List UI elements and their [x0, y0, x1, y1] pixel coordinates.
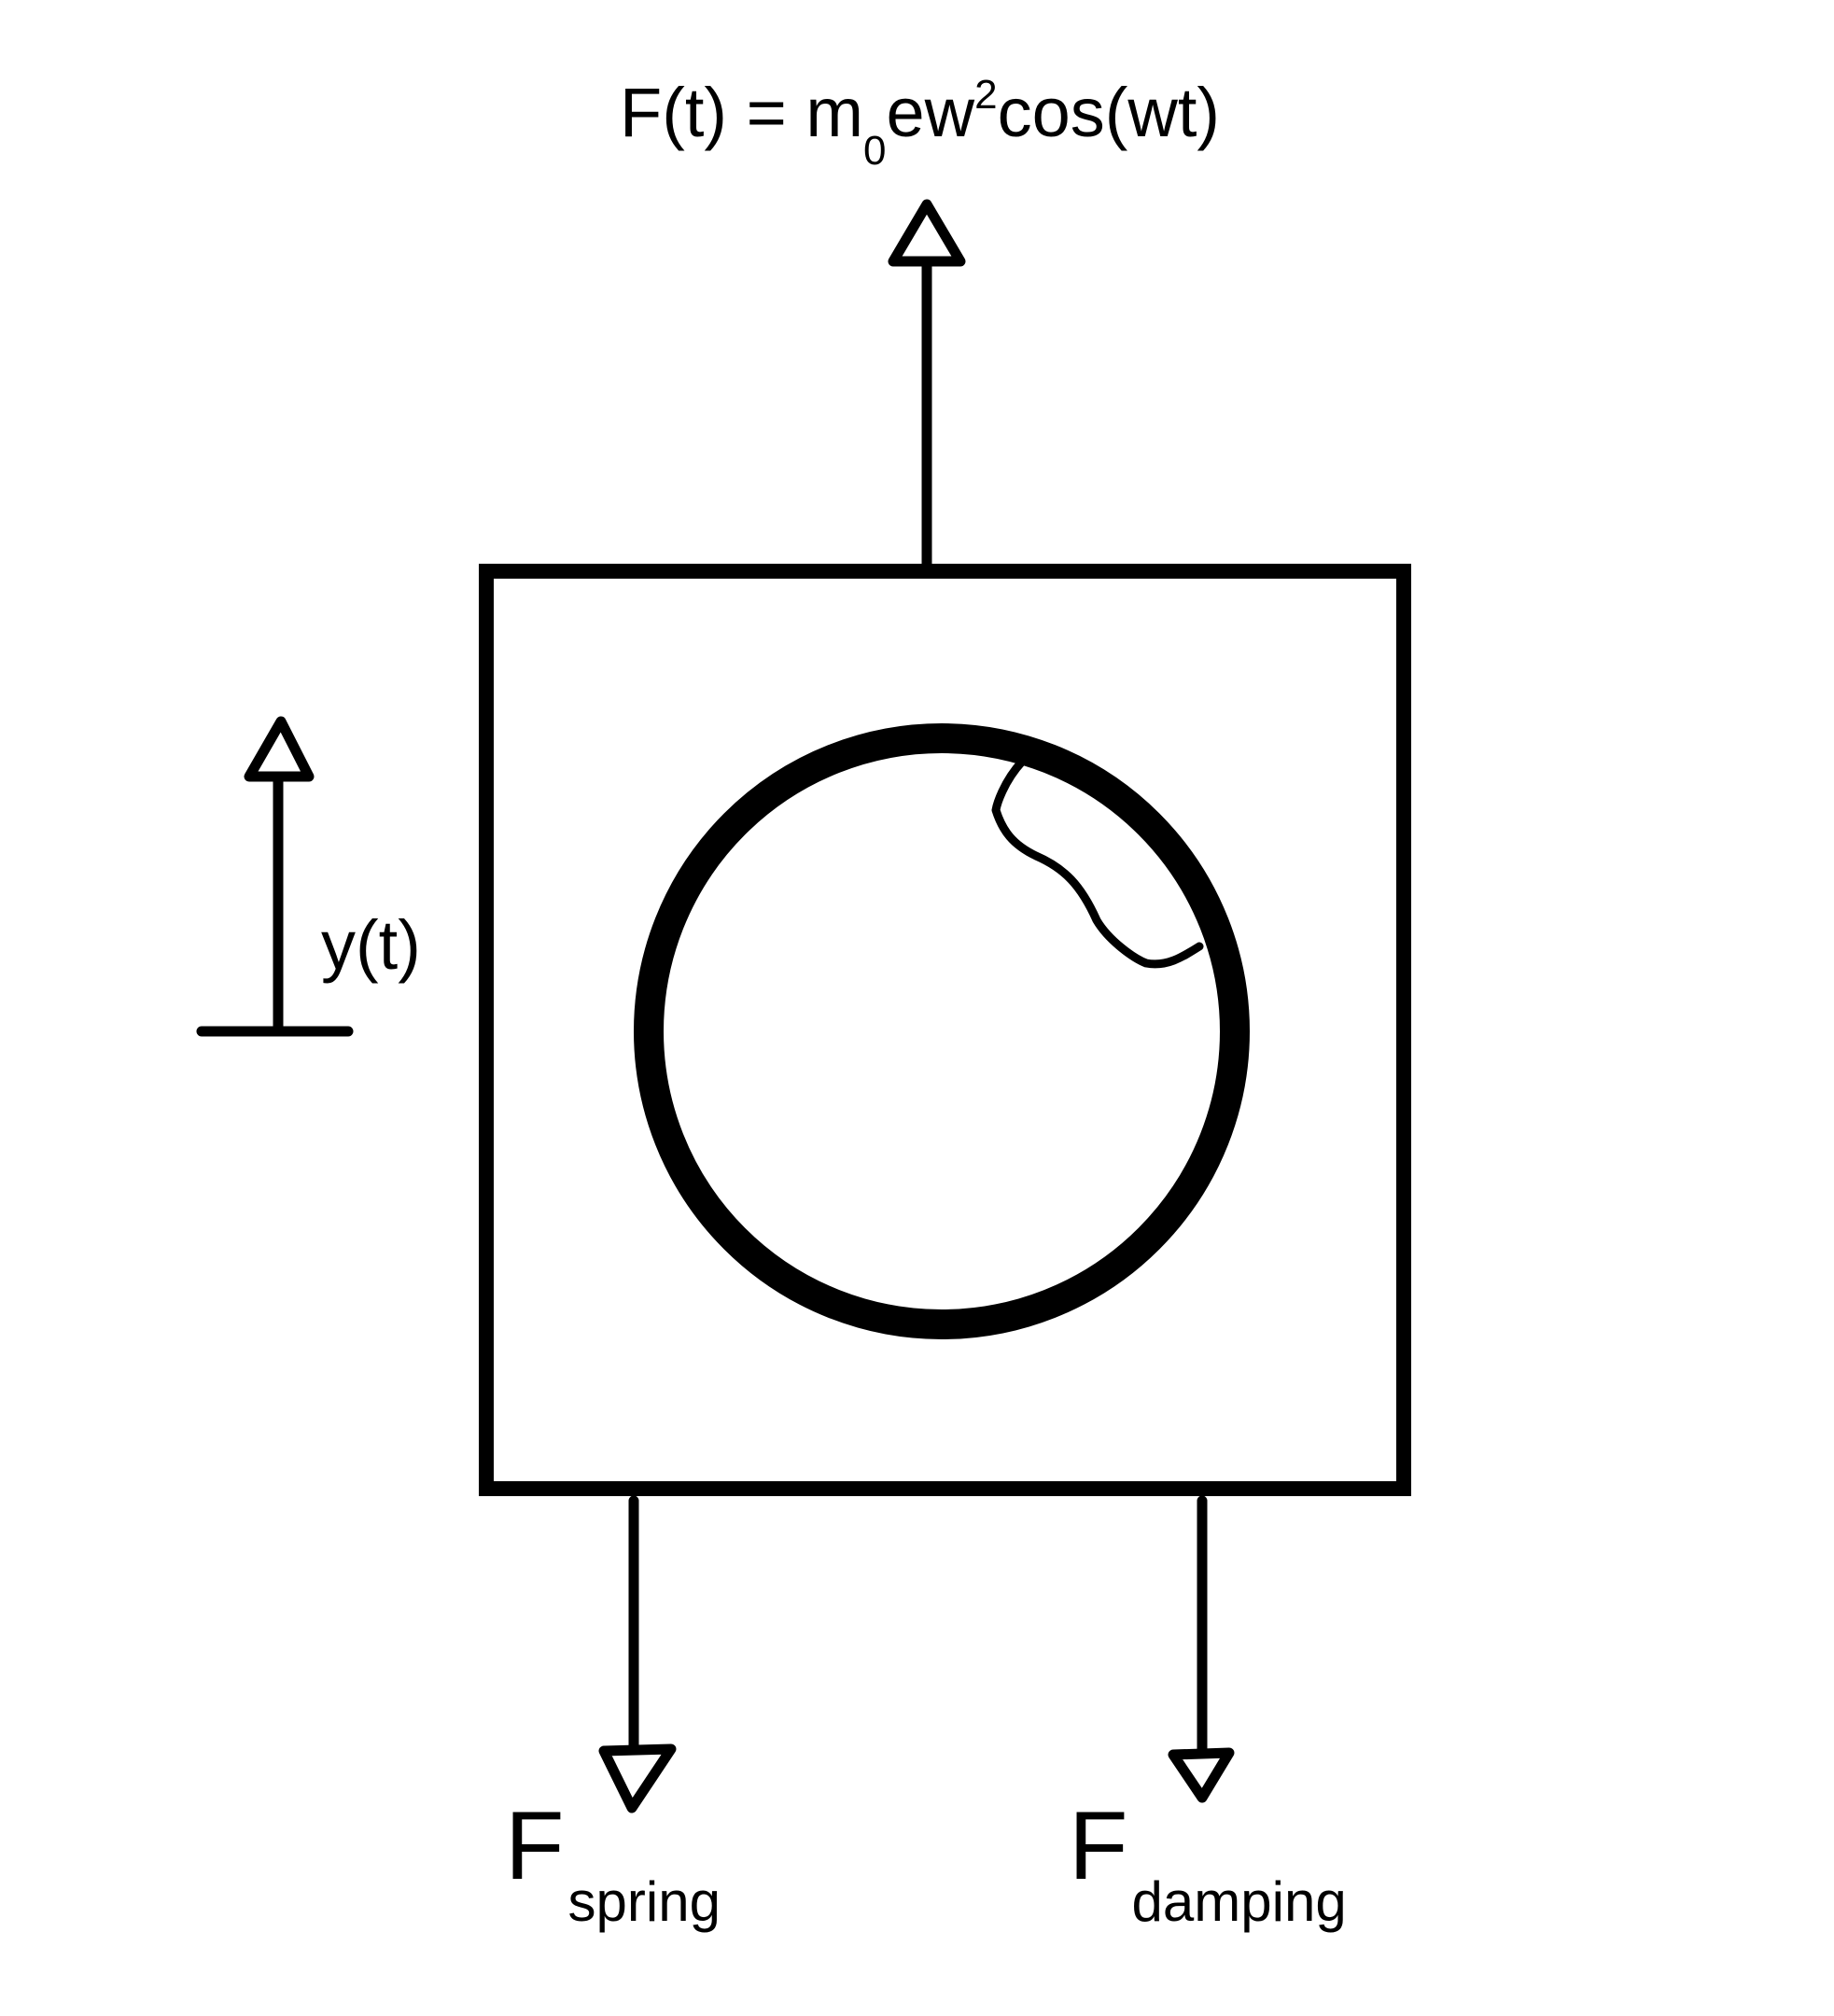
force-equation: F(t) = m0ew2cos(wt): [620, 72, 1220, 174]
spring-arrow-head-icon: [598, 1743, 677, 1813]
damping-force-symbol: F: [1069, 1792, 1128, 1900]
equation-rhs: cos(wt): [998, 74, 1220, 151]
svg-text:Fspring: Fspring: [505, 1792, 721, 1933]
svg-text:Fdamping: Fdamping: [1069, 1792, 1347, 1933]
damping-force-subscript: damping: [1132, 1870, 1347, 1933]
damping-force-label: Fdamping: [1069, 1792, 1347, 1933]
mass-block: [479, 564, 1411, 1496]
damping-force-arrow: [1168, 1495, 1235, 1803]
excitation-force-arrow: [888, 199, 966, 570]
equation-mid: ew: [887, 74, 975, 151]
equation-superscript: 2: [974, 72, 997, 118]
equation-subscript: 0: [863, 128, 886, 174]
rotor-disc: [634, 723, 1250, 1339]
spring-force-symbol: F: [505, 1792, 565, 1900]
svg-text:F(t) = m0ew2cos(wt): F(t) = m0ew2cos(wt): [620, 72, 1220, 174]
displacement-label: y(t): [321, 906, 421, 984]
excitation-arrow-head-icon: [888, 199, 966, 267]
equation-lhs: F(t) = m: [620, 74, 863, 151]
spring-force-subscript: spring: [568, 1870, 721, 1933]
rotating-unbalance: [634, 723, 1250, 1339]
damping-arrow-head-icon: [1168, 1747, 1235, 1803]
spring-force-label: Fspring: [505, 1792, 721, 1933]
displacement-indicator: [196, 716, 354, 1037]
spring-force-arrow: [598, 1495, 677, 1813]
eccentric-mass-outline: [991, 757, 1204, 969]
displacement-arrow-head-icon: [244, 716, 315, 782]
